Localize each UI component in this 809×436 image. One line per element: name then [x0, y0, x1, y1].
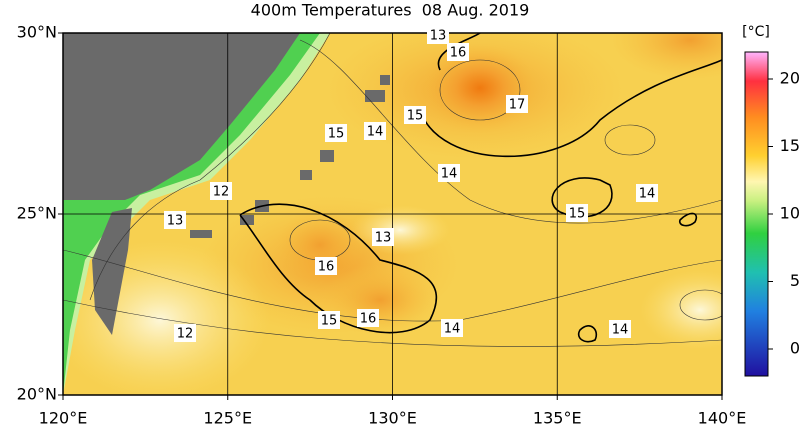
- colorbar-unit: [°C]: [742, 24, 770, 40]
- colorbar: [744, 51, 769, 377]
- contour-label-box: [441, 319, 463, 337]
- contour-label-box: [364, 122, 386, 140]
- contour-label: 13: [375, 231, 392, 246]
- y-tick-label: 30°N: [17, 23, 57, 42]
- contour-label: 12: [177, 327, 194, 342]
- contour-label: 16: [450, 46, 467, 61]
- x-tick-label: 125°E: [203, 409, 252, 428]
- contour-label-box: [315, 257, 337, 275]
- contour-label-box: [325, 124, 347, 142]
- contour-label-box: [566, 204, 588, 222]
- contour-label: 15: [328, 127, 345, 142]
- contour-label-box: [357, 309, 379, 327]
- contour-label-box: [372, 228, 394, 246]
- x-tick-label: 140°E: [698, 409, 747, 428]
- contour-label-box: [174, 324, 196, 342]
- contour-label: 12: [213, 185, 230, 200]
- contour-label: 14: [612, 323, 629, 338]
- contour-label: 16: [318, 260, 335, 275]
- colorbar-tick-label: 10: [780, 204, 800, 223]
- contour-label-box: [210, 182, 232, 200]
- contour-label-box: [404, 106, 426, 124]
- contour-label: 15: [407, 109, 424, 124]
- contour-label-box: [447, 43, 469, 61]
- contour-label: 13: [167, 214, 184, 229]
- colorbar-tick-label: 20: [780, 69, 800, 88]
- colorbar-tick-label: 15: [780, 136, 800, 155]
- contour-label-box: [609, 320, 631, 338]
- y-tick-label: 20°N: [17, 385, 57, 404]
- contour-label: 14: [639, 187, 656, 202]
- colorbar-tick-label: 0: [790, 339, 800, 358]
- contour-label-box: [438, 164, 460, 182]
- contour-label-box: [636, 184, 658, 202]
- contour-label-box: [164, 211, 186, 229]
- x-tick-label: 130°E: [368, 409, 417, 428]
- x-tick-label: 135°E: [533, 409, 582, 428]
- colorbar-tick-label: 5: [790, 271, 800, 290]
- x-tick-label: 120°E: [39, 409, 88, 428]
- contour-label-box: [318, 311, 340, 329]
- contour-label: 14: [444, 322, 461, 337]
- contour-label: 14: [441, 167, 458, 182]
- map-field: [63, 33, 722, 395]
- contour-label: 14: [367, 125, 384, 140]
- contour-label: 15: [321, 314, 338, 329]
- title: 400m Temperatures 08 Aug. 2019: [251, 1, 530, 20]
- contour-label: 17: [509, 98, 526, 113]
- contour-label: 15: [569, 207, 586, 222]
- contour-label: 16: [360, 312, 377, 327]
- contour-label-box: [506, 95, 528, 113]
- contour-label-box: [427, 26, 449, 44]
- y-tick-label: 25°N: [17, 204, 57, 223]
- contour-label: 13: [430, 29, 447, 44]
